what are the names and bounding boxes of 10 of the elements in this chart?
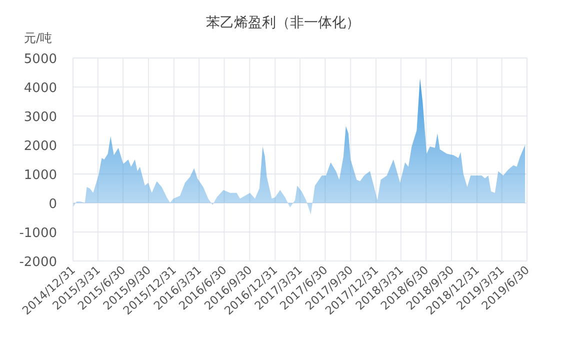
y-tick-label: 1000 (24, 168, 57, 183)
y-tick-label: 2000 (24, 139, 57, 154)
y-axis-title: 元/吨 (24, 31, 52, 45)
y-tick-label: 5000 (24, 52, 57, 67)
y-tick-label: -2000 (19, 255, 57, 270)
y-tick-label: -1000 (19, 226, 57, 241)
y-tick-label: 0 (48, 197, 57, 212)
y-tick-label: 3000 (24, 110, 57, 125)
chart-title: 苯乙烯盈利（非一体化） (206, 15, 360, 31)
y-tick-label: 4000 (24, 81, 57, 96)
